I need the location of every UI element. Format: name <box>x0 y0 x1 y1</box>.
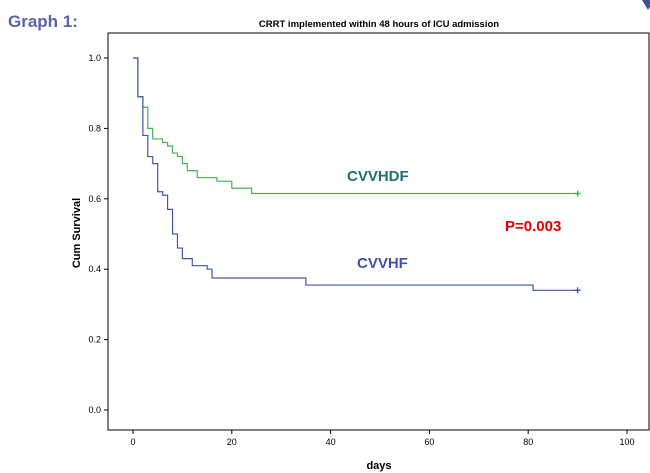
cvvhdf-censor-mark <box>574 190 581 197</box>
y-axis-label: Cum Survival <box>71 198 83 268</box>
x-tick-label: 60 <box>424 437 434 447</box>
y-tick-label: 0.8 <box>88 123 101 133</box>
y-tick-label: 0.2 <box>88 335 101 345</box>
x-tick-label: 0 <box>130 437 135 447</box>
x-tick-label: 40 <box>326 437 336 447</box>
y-axis: 0.0 0.2 0.4 0.6 0.8 1.0 <box>88 53 108 415</box>
plot-frame <box>107 32 650 431</box>
x-tick-label: 20 <box>227 437 237 447</box>
corner-arrow-icon <box>642 0 650 10</box>
cvvhdf-survival-line <box>133 57 578 195</box>
y-tick-label: 1.0 <box>88 53 101 63</box>
y-tick-label: 0.6 <box>88 194 101 204</box>
cvvhf-survival-line <box>133 57 578 291</box>
x-axis-label: days <box>366 460 391 472</box>
chart-title: CRRT implemented within 48 hours of ICU … <box>258 19 500 30</box>
x-tick-label: 100 <box>619 437 634 447</box>
y-tick-label: 0.4 <box>88 264 101 274</box>
x-tick-label: 80 <box>523 437 533 447</box>
y-tick-label: 0.0 <box>88 405 101 415</box>
p-value-annotation: P=0.003 <box>505 218 561 235</box>
cvvhdf-annotation: CVVHDF <box>347 168 409 185</box>
cvvhf-censor-mark <box>574 287 581 294</box>
x-axis: 0 20 40 60 80 100 <box>130 430 635 447</box>
graph-heading: Graph 1: <box>8 12 78 31</box>
cvvhf-annotation: CVVHF <box>357 255 408 272</box>
series-layer <box>133 57 581 294</box>
